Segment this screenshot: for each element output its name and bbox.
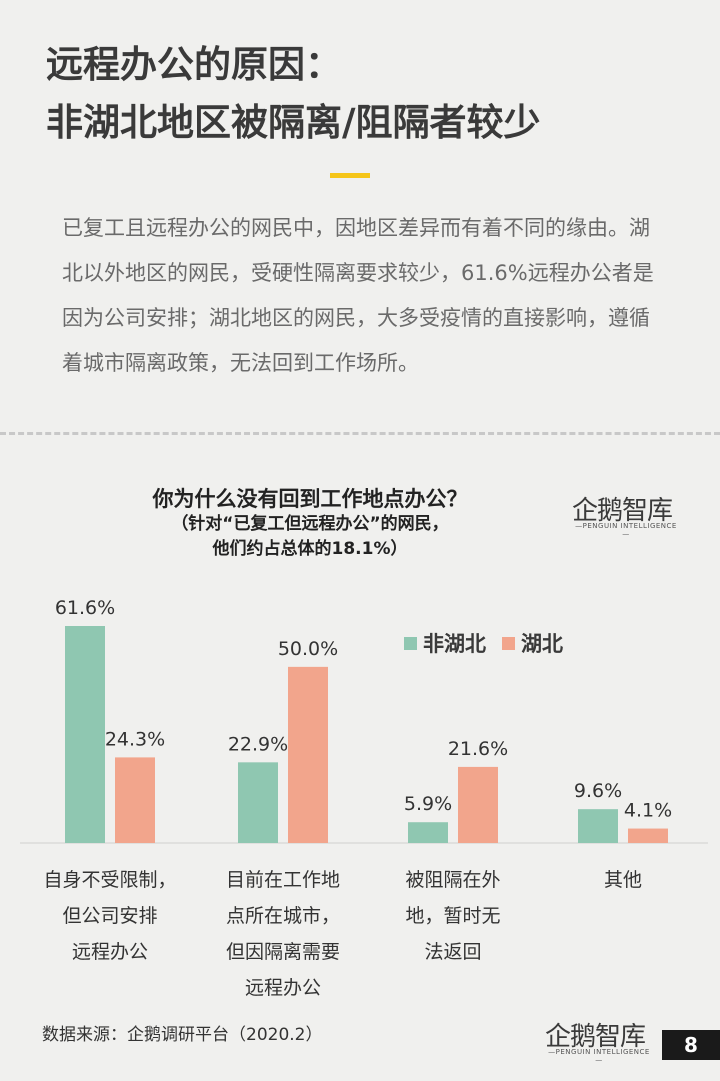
data-label-hubei-1: 50.0% xyxy=(278,638,338,660)
category-label-line: 自身不受限制， xyxy=(43,869,177,891)
bar-hubei-1 xyxy=(288,666,328,843)
dashed-divider xyxy=(0,432,720,435)
legend-item-hubei: 湖北 xyxy=(502,628,563,658)
data-label-nonhubei-3: 9.6% xyxy=(574,780,622,802)
legend-label-hubei: 湖北 xyxy=(521,632,563,656)
category-label-1: 目前在工作地 点所在城市， 但因隔离需要 远程办公 xyxy=(198,862,368,1006)
logo-subtext: —PENGUIN INTELLIGENCE— xyxy=(575,522,677,538)
data-label-hubei-2: 21.6% xyxy=(448,738,508,760)
bar-nonhubei-2 xyxy=(408,822,448,843)
footer-logo: 企鹅智库 —PENGUIN INTELLIGENCE— xyxy=(545,1016,655,1066)
category-label-line: 被阻隔在外 xyxy=(405,869,501,891)
data-label-nonhubei-2: 5.9% xyxy=(404,793,452,815)
bar-hubei-2 xyxy=(458,766,498,843)
chart-subtitle: （针对“已复工但远程办公”的网民， 他们约占总体的18.1%） xyxy=(0,512,620,562)
bar-nonhubei-3 xyxy=(578,809,618,843)
data-label-nonhubei-0: 61.6% xyxy=(55,597,115,619)
data-label-nonhubei-1: 22.9% xyxy=(228,733,288,755)
category-label-line: 点所在城市， xyxy=(225,905,340,927)
logo-text: 企鹅智库 xyxy=(572,496,673,526)
bar-nonhubei-1 xyxy=(238,762,278,843)
legend-swatch-nonhubei xyxy=(404,636,417,650)
data-label-hubei-0: 24.3% xyxy=(105,728,165,750)
legend-item-nonhubei: 非湖北 xyxy=(404,628,486,658)
category-label-line: 法返回 xyxy=(424,941,482,963)
title-accent-bar xyxy=(330,173,370,178)
data-label-hubei-3: 4.1% xyxy=(624,800,672,822)
category-label-line: 远程办公 xyxy=(71,941,148,963)
intro-paragraph: 已复工且远程办公的网民中，因地区差异而有着不同的缘由。湖北以外地区的网民，受硬性… xyxy=(62,216,654,375)
bar-nonhubei-0 xyxy=(65,626,105,843)
category-label-line: 远程办公 xyxy=(244,977,321,999)
category-label-line: 地，暂时无 xyxy=(405,905,501,927)
bar-chart: 61.6% 24.3% 22.9% 50.0% 5.9% 21.6% 9.6%4.1% xyxy=(20,597,708,844)
legend-swatch-hubei xyxy=(502,636,515,650)
data-source: 数据来源：企鹅调研平台（2020.2） xyxy=(42,1025,323,1045)
title-line-2: 非湖北地区被隔离/阻隔者较少 xyxy=(46,101,541,144)
page-number: 8 xyxy=(662,1030,720,1060)
category-label-line: 但公司安排 xyxy=(62,905,158,927)
category-label-line: 其他 xyxy=(603,869,642,891)
title-line-1: 远程办公的原因： xyxy=(46,43,342,86)
category-label-line: 目前在工作地 xyxy=(225,869,340,891)
chart-subtitle-line-2: 他们约占总体的18.1%） xyxy=(212,539,408,559)
chart-title: 你为什么没有回到工作地点办公？ xyxy=(152,487,468,511)
chart-subtitle-line-1: （针对“已复工但远程办公”的网民， xyxy=(171,514,449,534)
page-title: 远程办公的原因： 非湖北地区被隔离/阻隔者较少 xyxy=(46,36,541,152)
footer-logo-subtext: —PENGUIN INTELLIGENCE— xyxy=(548,1048,650,1064)
category-label-3: 其他 xyxy=(538,862,708,898)
category-label-0: 自身不受限制， 但公司安排远程办公 xyxy=(25,862,195,970)
bar-hubei-0 xyxy=(115,757,155,843)
bar-hubei-3 xyxy=(628,828,668,843)
penguin-logo: 企鹅智库 —PENGUIN INTELLIGENCE— xyxy=(572,490,687,540)
footer-logo-text: 企鹅智库 xyxy=(545,1022,646,1052)
chart-legend: 非湖北 湖北 xyxy=(404,628,571,658)
legend-label-nonhubei: 非湖北 xyxy=(423,632,486,656)
category-label-line: 但因隔离需要 xyxy=(225,941,340,963)
category-label-2: 被阻隔在外地，暂时无法返回 xyxy=(368,862,538,970)
